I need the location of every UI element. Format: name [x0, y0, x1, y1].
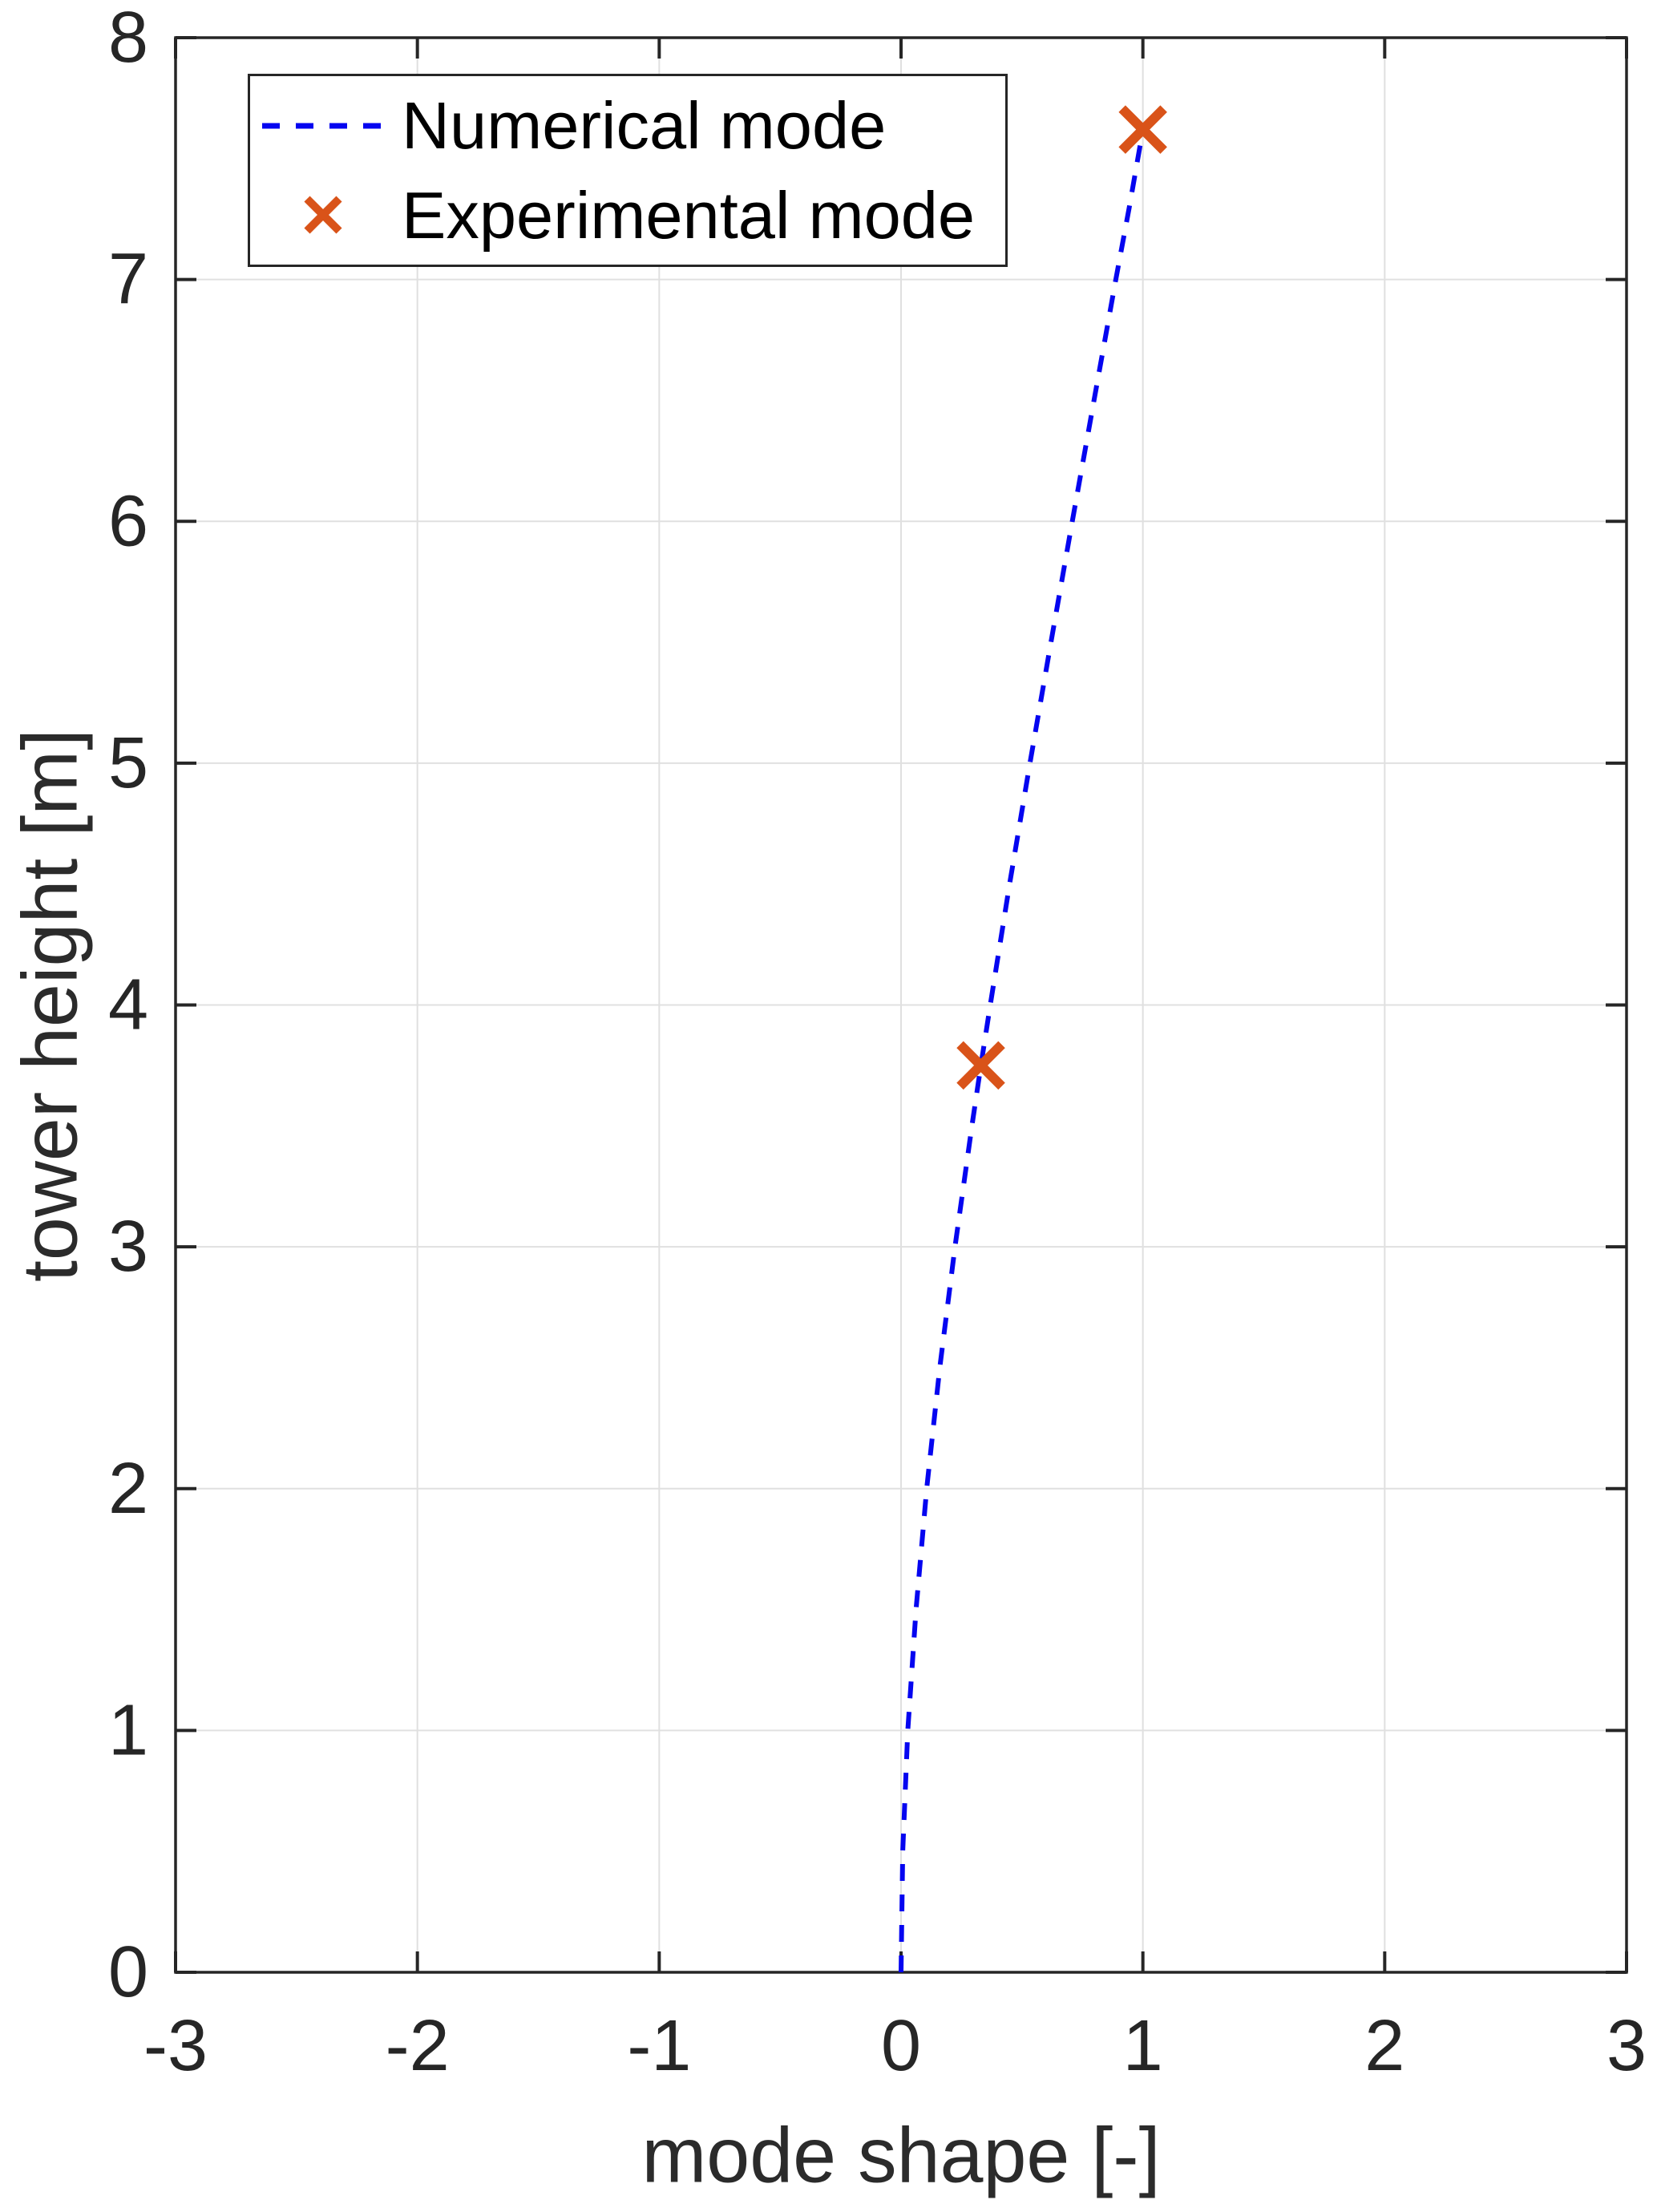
gridlines [176, 38, 1627, 1972]
legend-label-numerical: Numerical mode [402, 88, 887, 164]
y-tick-label: 8 [108, 0, 148, 78]
legend: Numerical mode Experimental mode [248, 74, 1008, 267]
x-marker-icon [262, 194, 383, 236]
y-tick-label: 3 [108, 1207, 148, 1287]
y-tick-label: 6 [108, 481, 148, 561]
legend-item-experimental: Experimental mode [250, 175, 1005, 255]
legend-label-experimental: Experimental mode [402, 177, 976, 253]
y-tick-label: 0 [108, 1932, 148, 2012]
y-axis-label: tower height [m] [6, 729, 94, 1282]
x-tick-label: 0 [881, 2006, 921, 2086]
legend-item-numerical: Numerical mode [250, 86, 1005, 166]
x-tick-label: 1 [1123, 2006, 1163, 2086]
x-tick-label: -2 [386, 2006, 450, 2086]
y-tick-label: 2 [108, 1449, 148, 1529]
data-series [899, 105, 1167, 1973]
dashed-line-icon [262, 120, 383, 131]
y-tick-label: 1 [108, 1690, 148, 1770]
x-tick-label: 2 [1364, 2006, 1404, 2086]
y-tick-label: 4 [108, 965, 148, 1045]
x-tick-label: 3 [1606, 2006, 1647, 2086]
tick-labels: -3 -2 -1 0 1 2 3 0 1 2 3 4 5 6 7 8 [108, 0, 1647, 2086]
x-tick-label: -1 [627, 2006, 691, 2086]
y-tick-label: 5 [108, 723, 148, 803]
x-axis-label: mode shape [-] [641, 2112, 1160, 2199]
x-tick-label: -3 [143, 2006, 208, 2086]
y-tick-label: 7 [108, 240, 148, 320]
